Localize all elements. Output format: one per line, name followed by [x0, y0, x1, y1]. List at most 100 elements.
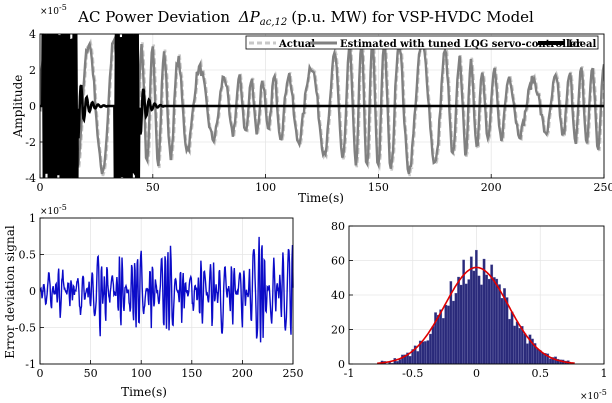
- bl-xtick-label: 100: [131, 367, 152, 380]
- top-xtick-label: 100: [255, 181, 276, 194]
- histogram-bar: [518, 328, 522, 365]
- bl-ytick-label: -0.5: [15, 322, 36, 335]
- histogram-bar: [508, 318, 511, 365]
- br-xtick-label: -1: [344, 367, 355, 380]
- histogram-bar: [464, 283, 468, 365]
- top-xtick-label: 250: [594, 181, 612, 194]
- histogram-bar: [459, 284, 463, 365]
- histogram-bar: [444, 304, 448, 365]
- histogram-bar: [500, 298, 504, 365]
- br-xtick-label: 0.5: [532, 367, 550, 380]
- br-ytick-label: 40: [331, 289, 345, 302]
- top-ytick-label: -4: [25, 172, 36, 185]
- top-xtick-label: 150: [368, 181, 389, 194]
- br-frame: [348, 225, 605, 365]
- top-ytick-label: -2: [25, 136, 36, 149]
- legend-label-estimated: Estimated with tuned LQG servo-controlle…: [340, 39, 582, 50]
- top-xtick-label: 0: [37, 181, 44, 194]
- histogram-bar: [398, 359, 402, 365]
- br-ytick-label: 60: [331, 255, 345, 268]
- top-xtick-label: 50: [146, 181, 160, 194]
- bl-ytick-label: -1: [25, 358, 36, 371]
- main-title-symbol: ΔP: [238, 8, 261, 26]
- histogram-bar: [408, 356, 412, 365]
- histogram-bar: [426, 340, 430, 365]
- legend-label-ideal: Ideal: [568, 39, 597, 50]
- br-xtick-label: -0.5: [402, 367, 423, 380]
- bl-xtick-label: 200: [232, 367, 253, 380]
- histogram-bar: [441, 318, 445, 365]
- bl-xlabel: Time(s): [121, 385, 167, 399]
- series-ideal-line: [40, 34, 604, 178]
- histogram-bar: [536, 348, 539, 365]
- bl-xtick-label: 0: [37, 367, 44, 380]
- bl-exponent: ×10-5: [40, 203, 67, 217]
- histogram-bar: [526, 343, 529, 365]
- histogram-bar: [436, 314, 440, 365]
- main-title-text: AC Power Deviation: [77, 8, 230, 26]
- histogram-bar: [477, 275, 481, 365]
- br-ytick-label: 80: [331, 220, 345, 233]
- histogram-bar: [431, 326, 435, 365]
- histogram-bar: [513, 325, 516, 365]
- top-ytick-label: 2: [29, 64, 36, 77]
- main-title-suffix: (p.u. MW) for VSP-HVDC Model: [291, 8, 534, 26]
- bl-xtick-label: 250: [283, 367, 304, 380]
- histogram-bar: [454, 293, 458, 365]
- top-frame: [39, 33, 605, 179]
- histogram-bar: [510, 311, 514, 365]
- top-ylabel: Amplitude: [11, 75, 25, 139]
- histogram-bar: [421, 341, 425, 365]
- histogram-bar: [457, 276, 460, 365]
- bl-ytick-label: 1: [29, 212, 36, 225]
- histogram-bar: [480, 284, 483, 365]
- histogram-bar: [447, 305, 450, 365]
- histogram-bar: [492, 277, 496, 365]
- br-exponent: ×10-5: [580, 388, 607, 402]
- histogram-bar: [485, 274, 488, 365]
- histogram-bar: [505, 297, 509, 365]
- series-error-line: [39, 236, 294, 343]
- histogram-bar: [487, 278, 491, 365]
- br-ytick-label: 20: [331, 324, 345, 337]
- histogram-bar: [495, 278, 499, 365]
- panel-bottom-left: 0 50 100 150 200 250 1 0.5 0 -0.5 -1: [15, 212, 304, 380]
- bl-xtick-label: 50: [84, 367, 98, 380]
- bl-ylabel: Error deviation signal: [3, 225, 17, 359]
- bl-ytick-label: 0.5: [19, 249, 37, 262]
- bl-xtick-label: 150: [181, 367, 202, 380]
- main-title-sub: ac,12: [260, 17, 287, 28]
- br-xtick-label: 0: [473, 367, 480, 380]
- bl-frame: [39, 217, 294, 365]
- panel-bottom-right: -1 -0.5 0 0.5 1 80 60 40 20 0: [331, 220, 608, 380]
- main-title: AC Power Deviation ΔPac,12 (p.u. MW) for …: [77, 8, 534, 28]
- histogram-bar: [469, 256, 473, 365]
- legend-label-actual: Actual: [278, 39, 315, 50]
- top-ytick-label: 0: [29, 100, 36, 113]
- histogram-bar: [424, 341, 427, 365]
- legend: Actual Estimated with tuned LQG servo-co…: [245, 35, 599, 50]
- top-xlabel: Time(s): [298, 191, 344, 205]
- histogram-bar: [472, 270, 476, 365]
- histogram-bar: [439, 309, 443, 365]
- top-series-group: [40, 34, 604, 178]
- legend-box: [245, 35, 599, 50]
- top-exponent: ×10-5: [40, 3, 67, 17]
- panel-top: 0 50 100 150 200 250 4 2 0 -2 -4: [25, 28, 612, 194]
- histogram-bar: [416, 351, 420, 365]
- histogram-bar: [549, 358, 552, 365]
- br-xtick-label: 1: [601, 367, 608, 380]
- histogram-bar: [498, 284, 501, 365]
- histogram-bar: [482, 258, 486, 365]
- top-ytick-label: 4: [29, 28, 36, 41]
- histogram-bar: [515, 321, 519, 365]
- histogram-bar: [523, 333, 527, 365]
- br-ytick-label: 0: [338, 358, 345, 371]
- histogram-bar: [467, 279, 471, 365]
- bl-ytick-label: 0: [29, 285, 36, 298]
- fit-curve-line: [377, 266, 575, 365]
- histogram-bar: [429, 333, 432, 365]
- top-xtick-label: 200: [481, 181, 502, 194]
- histogram-bar: [452, 300, 455, 365]
